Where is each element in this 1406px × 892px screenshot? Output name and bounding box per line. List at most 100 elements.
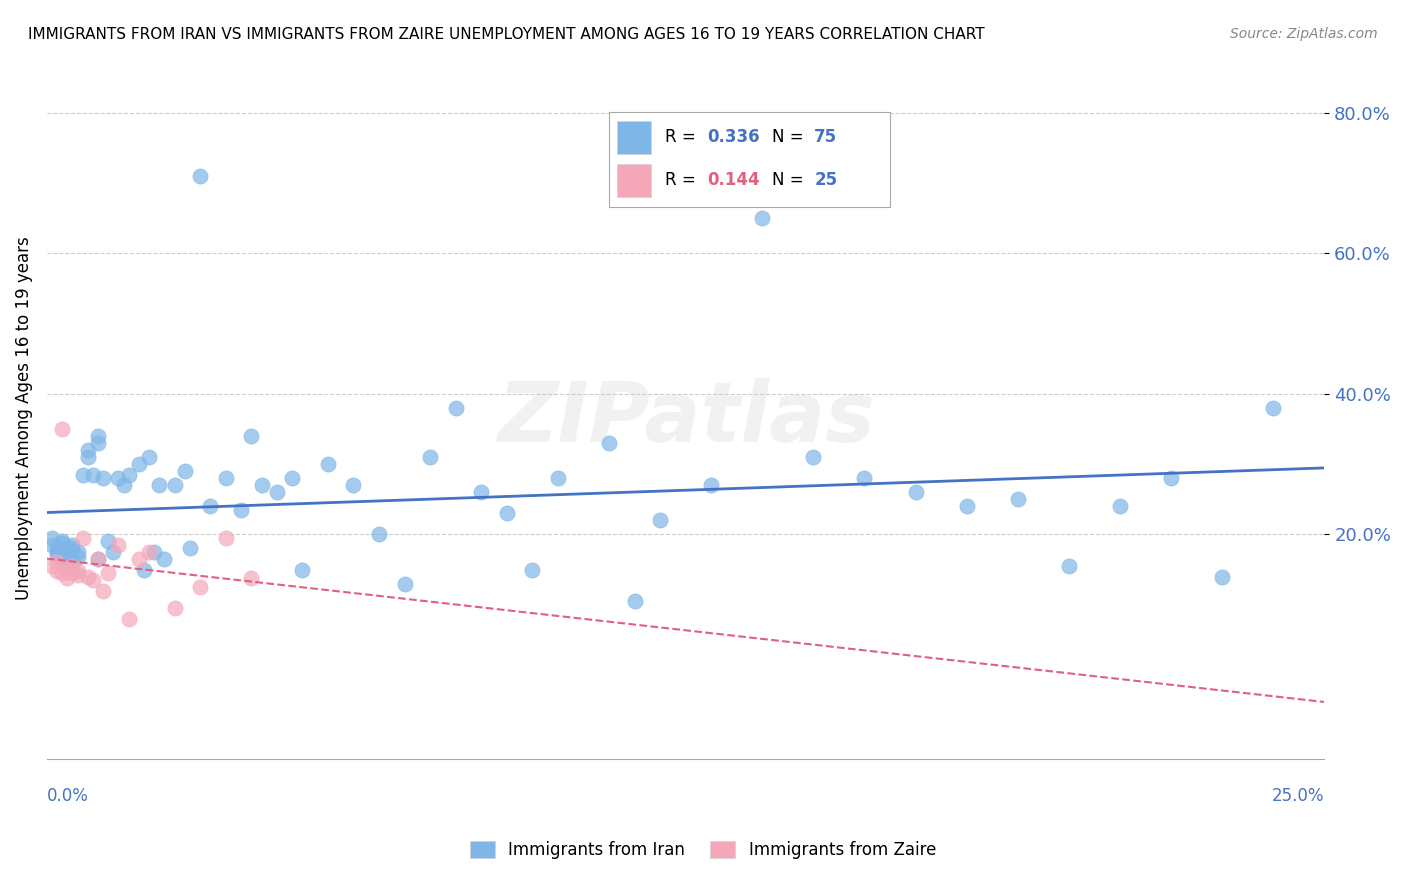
Point [56, 561, 79, 575]
Point [470, 485, 492, 500]
Point [82, 573, 104, 587]
Point [266, 485, 288, 500]
Y-axis label: Unemployment Among Ages 16 to 19 years: Unemployment Among Ages 16 to 19 years [15, 236, 32, 600]
Point [853, 471, 876, 485]
Text: 25.0%: 25.0% [1272, 788, 1324, 805]
Point [138, 450, 160, 464]
Text: ZIPatlas: ZIPatlas [496, 378, 875, 458]
Point [41, 559, 63, 574]
Point [87, 436, 110, 450]
Point [240, 429, 263, 443]
Point [62, 541, 84, 555]
Point [51, 552, 73, 566]
Point [66, 568, 89, 582]
Point [623, 594, 645, 608]
Point [394, 576, 416, 591]
Point [215, 471, 238, 485]
Point [62, 542, 84, 557]
Point [112, 478, 135, 492]
Point [444, 401, 467, 415]
Point [342, 478, 364, 492]
Point [87, 429, 110, 443]
Point [76, 569, 98, 583]
Point [128, 552, 150, 566]
Point [240, 571, 263, 585]
Point [200, 500, 222, 514]
Point [143, 545, 166, 559]
Point [316, 457, 339, 471]
Point [107, 538, 129, 552]
Point [188, 580, 211, 594]
Point [76, 450, 98, 464]
Point [82, 467, 104, 482]
Point [148, 478, 170, 492]
Point [46, 545, 69, 559]
Point [97, 534, 120, 549]
Point [495, 506, 517, 520]
Point [46, 564, 69, 578]
Text: Source: ZipAtlas.com: Source: ZipAtlas.com [1230, 27, 1378, 41]
Point [107, 471, 129, 485]
Point [66, 564, 89, 578]
Point [803, 450, 825, 464]
Point [62, 554, 84, 568]
Point [56, 552, 79, 566]
Point [51, 534, 73, 549]
Point [91, 471, 114, 485]
Point [419, 450, 441, 464]
Point [250, 478, 273, 492]
Point [132, 562, 155, 576]
Point [51, 545, 73, 559]
Point [56, 544, 79, 558]
Text: 0.0%: 0.0% [46, 788, 89, 805]
Point [956, 500, 979, 514]
Point [751, 211, 773, 225]
Point [46, 541, 69, 556]
Point [1057, 559, 1080, 574]
Point [173, 464, 195, 478]
Point [547, 471, 569, 485]
Point [188, 169, 211, 183]
Point [179, 541, 201, 556]
Point [56, 571, 79, 585]
Point [1007, 492, 1029, 507]
Point [163, 478, 186, 492]
Point [51, 536, 73, 550]
Point [281, 471, 304, 485]
Point [46, 556, 69, 570]
Point [46, 547, 69, 561]
Point [62, 559, 84, 574]
Point [648, 513, 671, 527]
Legend: Immigrants from Iran, Immigrants from Zaire: Immigrants from Iran, Immigrants from Za… [464, 834, 942, 866]
Point [66, 545, 89, 559]
Point [522, 562, 544, 576]
Point [62, 566, 84, 580]
Point [62, 538, 84, 552]
Point [87, 552, 110, 566]
Point [904, 485, 927, 500]
Point [118, 467, 141, 482]
Point [229, 502, 252, 516]
Point [51, 422, 73, 436]
Point [1211, 569, 1233, 583]
Point [56, 541, 79, 556]
Point [598, 436, 620, 450]
Point [700, 478, 723, 492]
Point [291, 562, 314, 576]
Point [76, 442, 98, 457]
Point [163, 601, 186, 615]
Point [128, 457, 150, 471]
Point [56, 549, 79, 563]
Point [72, 467, 94, 482]
Point [1263, 401, 1285, 415]
Point [1160, 471, 1182, 485]
Text: IMMIGRANTS FROM IRAN VS IMMIGRANTS FROM ZAIRE UNEMPLOYMENT AMONG AGES 16 TO 19 Y: IMMIGRANTS FROM IRAN VS IMMIGRANTS FROM … [28, 27, 984, 42]
Point [41, 538, 63, 552]
Point [215, 531, 238, 545]
Point [72, 531, 94, 545]
Point [138, 545, 160, 559]
Point [41, 531, 63, 545]
Point [1109, 500, 1132, 514]
Point [153, 552, 176, 566]
Point [66, 549, 89, 564]
